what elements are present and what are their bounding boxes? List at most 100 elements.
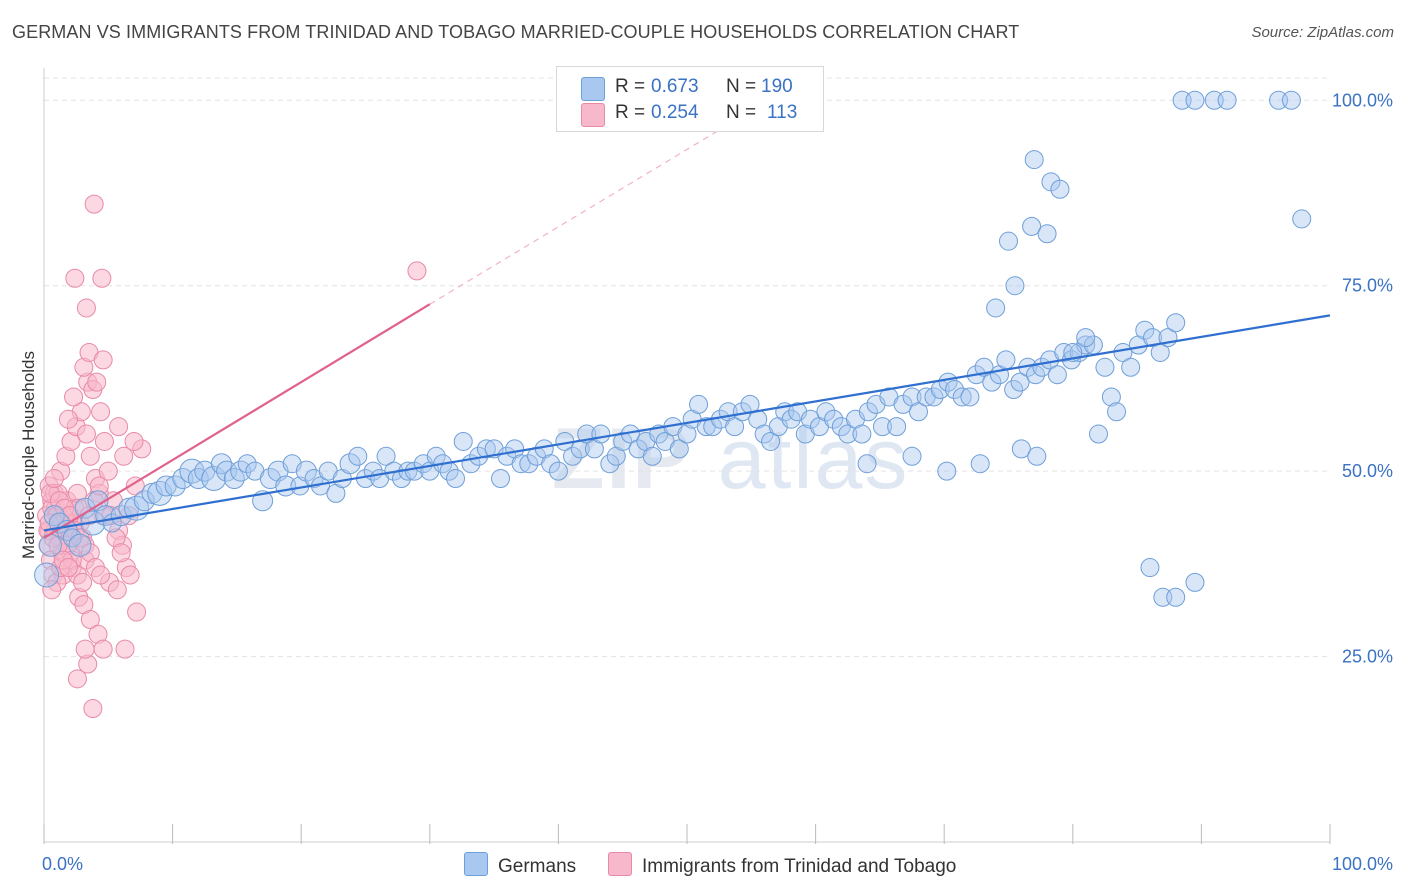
data-point-germans <box>924 387 944 407</box>
data-point-germans <box>1005 276 1025 296</box>
data-point-germans <box>1185 572 1205 592</box>
correlation-legend: R = 0.673 N = 190 R = 0.254 N = 113 <box>556 66 824 132</box>
data-point-trinidad-tobago <box>407 261 427 281</box>
legend-n-label: N = <box>726 76 757 97</box>
data-point-germans <box>1004 380 1024 400</box>
data-point-germans <box>259 468 281 490</box>
data-point-trinidad-tobago <box>89 476 109 496</box>
bottom-legend-label-trinidad-tobago: Immigrants from Trinidad and Tobago <box>642 856 957 877</box>
bottom-legend-label-germans: Germans <box>498 856 577 877</box>
data-point-germans <box>1135 320 1155 340</box>
data-point-germans <box>348 446 368 466</box>
data-point-germans <box>970 454 990 474</box>
data-point-germans <box>1022 216 1042 236</box>
data-point-germans <box>689 394 709 414</box>
data-point-trinidad-tobago <box>58 558 78 578</box>
data-point-germans <box>937 461 957 481</box>
y-tick-label: 50.0% <box>1342 461 1393 481</box>
data-point-germans <box>74 497 96 519</box>
data-point-trinidad-tobago <box>91 565 111 585</box>
data-point-germans <box>68 533 92 557</box>
data-point-germans <box>118 497 140 519</box>
y-tick-label: 25.0% <box>1342 647 1393 667</box>
data-point-germans <box>34 562 60 588</box>
data-point-trinidad-tobago <box>65 268 85 288</box>
data-point-germans <box>858 402 878 422</box>
data-point-germans <box>141 482 163 504</box>
data-point-trinidad-tobago <box>92 268 112 288</box>
data-point-germans <box>908 402 928 422</box>
series-trinidad-tobago <box>37 194 427 718</box>
data-point-trinidad-tobago <box>111 543 131 563</box>
data-point-germans <box>781 409 801 429</box>
legend-n-label: N = <box>726 102 757 123</box>
data-point-trinidad-tobago <box>80 609 100 629</box>
data-point-trinidad-tobago <box>73 572 93 592</box>
x-tick-label: 100.0% <box>1332 854 1393 874</box>
data-point-germans <box>761 431 781 451</box>
legend-r-label: R = <box>615 76 646 97</box>
data-point-germans <box>376 446 396 466</box>
data-point-germans <box>824 409 844 429</box>
data-point-trinidad-tobago <box>124 431 144 451</box>
trend-line-extension-trinidad-tobago <box>429 125 726 305</box>
data-point-trinidad-tobago <box>107 580 127 600</box>
data-point-germans <box>1101 387 1121 407</box>
data-point-germans <box>677 424 697 444</box>
data-point-germans <box>230 460 252 482</box>
bottom-legend-trinidad-tobago[interactable]: Immigrants from Trinidad and Tobago <box>608 852 956 878</box>
data-point-germans <box>1166 313 1186 333</box>
data-point-germans <box>952 387 972 407</box>
data-point-germans <box>816 402 836 422</box>
bottom-legend-germans[interactable]: Germans <box>464 852 576 878</box>
data-point-germans <box>986 298 1006 318</box>
data-point-germans <box>1107 402 1127 422</box>
source-credit[interactable]: Source: ZipAtlas.com <box>1251 24 1394 41</box>
data-point-germans <box>613 431 633 451</box>
data-point-germans <box>1166 587 1186 607</box>
data-point-germans <box>642 446 662 466</box>
data-point-trinidad-tobago <box>58 409 78 429</box>
data-point-germans <box>201 466 227 492</box>
data-point-germans <box>1143 328 1163 348</box>
trend-line-germans <box>43 314 1331 532</box>
data-point-trinidad-tobago <box>115 639 135 659</box>
data-point-trinidad-tobago <box>87 372 107 392</box>
legend-swatch-trinidad-tobago <box>581 103 605 127</box>
data-point-trinidad-tobago <box>76 298 96 318</box>
data-point-germans <box>944 380 964 400</box>
data-point-trinidad-tobago <box>64 387 84 407</box>
bottom-legend-swatch-trinidad-tobago <box>608 852 632 876</box>
data-point-germans <box>1281 90 1301 110</box>
data-point-trinidad-tobago <box>114 446 134 466</box>
data-point-germans <box>1089 424 1109 444</box>
x-tick-label: 0.0% <box>42 854 83 874</box>
data-point-trinidad-tobago <box>80 446 100 466</box>
data-point-germans <box>1027 446 1047 466</box>
data-point-germans <box>1121 357 1141 377</box>
data-point-germans <box>1095 357 1115 377</box>
data-point-germans <box>133 490 155 512</box>
tick-labels: 25.0% 50.0% 75.0% 100.0% 0.0% 100.0% Married-c… <box>19 90 1393 874</box>
data-point-germans <box>164 475 186 497</box>
data-point-germans <box>902 446 922 466</box>
data-point-germans <box>999 231 1018 251</box>
legend-swatch-germans <box>581 77 605 101</box>
data-point-germans <box>887 417 907 437</box>
data-point-trinidad-tobago <box>91 402 111 422</box>
data-point-trinidad-tobago <box>67 669 87 689</box>
data-point-trinidad-tobago <box>94 431 114 451</box>
data-point-germans <box>237 454 257 474</box>
data-point-germans <box>669 439 689 459</box>
data-point-germans <box>339 453 361 475</box>
data-point-germans <box>591 424 611 444</box>
bottom-legend-swatch-germans <box>464 852 488 876</box>
data-point-trinidad-tobago <box>93 639 113 659</box>
data-point-germans <box>1037 224 1057 244</box>
data-point-germans <box>541 454 561 474</box>
data-point-trinidad-tobago <box>84 194 104 214</box>
data-point-trinidad-tobago <box>98 461 118 481</box>
data-point-germans <box>600 454 620 474</box>
data-point-germans <box>838 424 858 444</box>
